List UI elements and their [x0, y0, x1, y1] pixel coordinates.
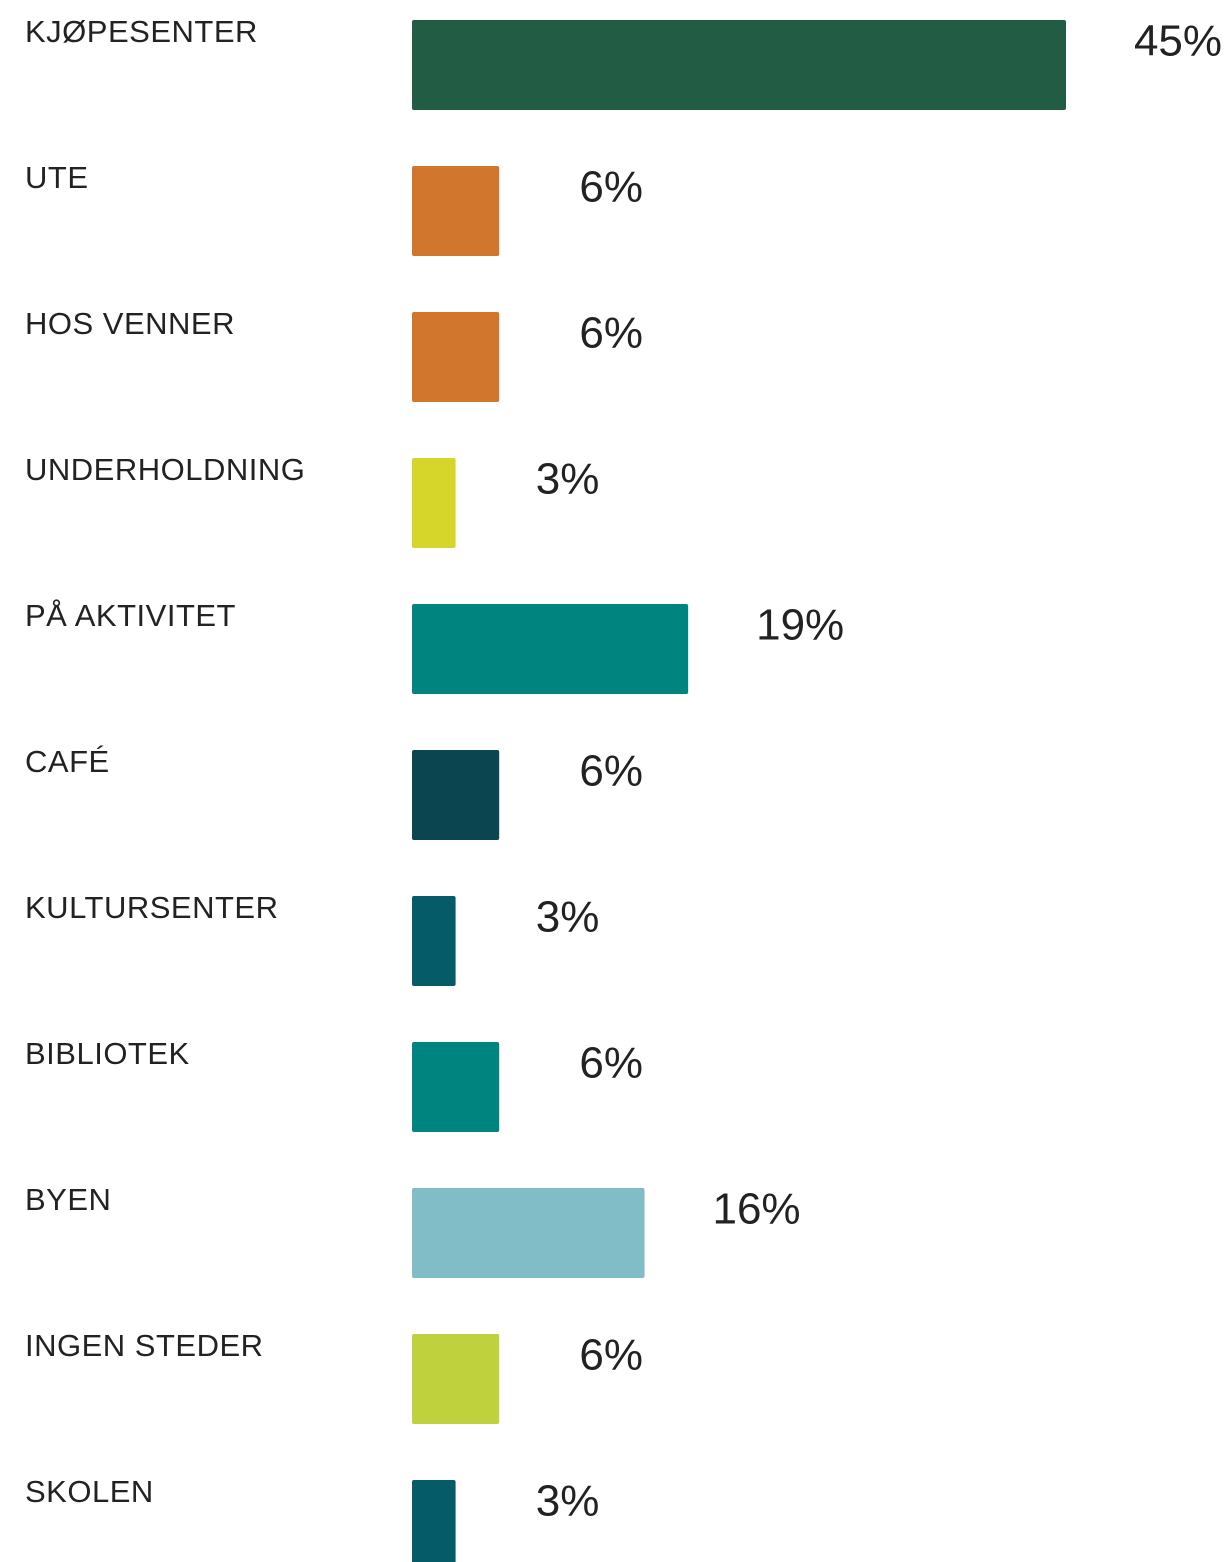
category-label: UTE — [25, 160, 89, 195]
value-label: 3% — [536, 1477, 600, 1526]
category-label: KULTURSENTER — [25, 890, 278, 925]
bar — [412, 1334, 500, 1424]
bar — [412, 166, 500, 256]
bar — [412, 312, 500, 402]
category-label: INGEN STEDER — [25, 1328, 264, 1363]
bar — [412, 896, 456, 986]
category-label: BYEN — [25, 1182, 111, 1217]
value-label: 45% — [1134, 17, 1222, 66]
value-label: 6% — [579, 163, 643, 212]
category-label: HOS VENNER — [25, 306, 235, 341]
category-label: UNDERHOLDNING — [25, 452, 305, 487]
value-label: 6% — [579, 309, 643, 358]
value-label: 3% — [536, 455, 600, 504]
bar — [412, 1188, 645, 1278]
category-label: SKOLEN — [25, 1474, 154, 1509]
bar — [412, 458, 456, 548]
value-label: 3% — [536, 893, 600, 942]
bar — [412, 20, 1066, 110]
category-label: CAFÉ — [25, 744, 110, 779]
value-label: 6% — [579, 1331, 643, 1380]
category-label: BIBLIOTEK — [25, 1036, 190, 1071]
value-label: 6% — [579, 1039, 643, 1088]
bar — [412, 750, 500, 840]
value-label: 16% — [712, 1185, 800, 1234]
bar — [412, 604, 689, 694]
category-label: KJØPESENTER — [25, 14, 258, 49]
bar — [412, 1480, 456, 1562]
bar — [412, 1042, 500, 1132]
category-label: PÅ AKTIVITET — [25, 598, 236, 633]
value-label: 6% — [579, 747, 643, 796]
value-label: 19% — [756, 601, 844, 650]
